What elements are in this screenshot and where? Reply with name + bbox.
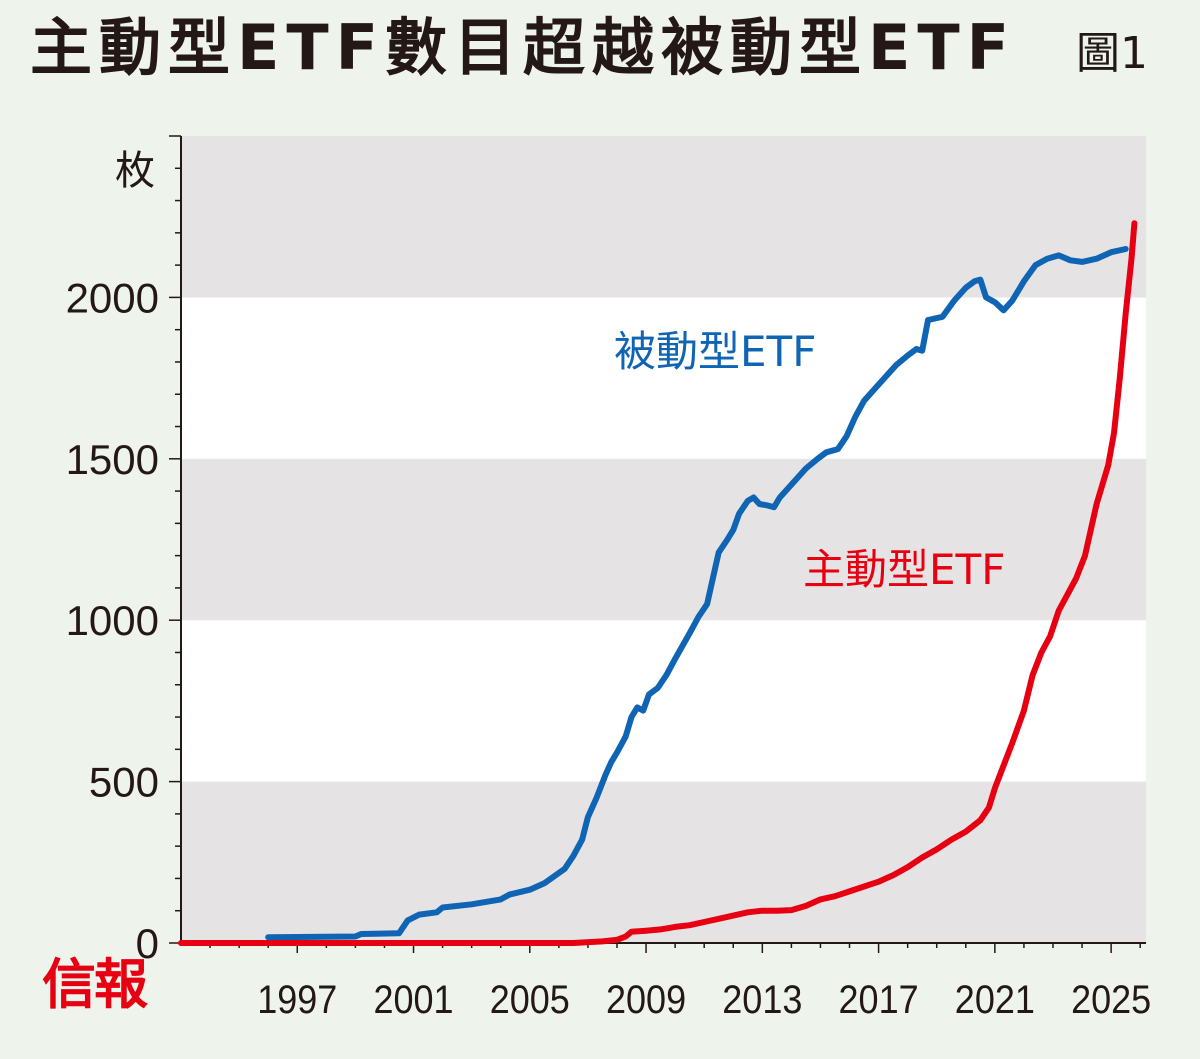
series-label-active-etf: 主動型ETF bbox=[803, 545, 1005, 594]
y-tick-label: 2000 bbox=[66, 274, 159, 321]
y-tick-label: 0 bbox=[136, 920, 159, 967]
plot-band bbox=[181, 458, 1146, 621]
plot-band bbox=[181, 297, 1146, 459]
y-tick-label: 1500 bbox=[66, 436, 159, 483]
x-tick-label: 2013 bbox=[722, 978, 802, 1022]
y-axis-unit-label: 枚 bbox=[115, 149, 155, 193]
y-tick-label: 500 bbox=[89, 759, 159, 806]
x-tick-label: 2009 bbox=[606, 978, 686, 1022]
x-tick-label: 2025 bbox=[1071, 978, 1151, 1022]
y-axis-ticks: 0 500 1000 1500 2000 bbox=[66, 135, 181, 967]
x-tick-label: 2021 bbox=[955, 978, 1035, 1022]
plot-band bbox=[181, 781, 1146, 943]
x-tick-label: 2001 bbox=[373, 978, 453, 1022]
publisher-logo: 信報 bbox=[42, 952, 148, 1016]
plot-band bbox=[181, 136, 1146, 298]
chart-title: 主動型ETF數目超越被動型ETF bbox=[30, 11, 1016, 84]
x-tick-label: 1997 bbox=[257, 978, 337, 1022]
series-label-passive-etf: 被動型ETF bbox=[614, 327, 816, 376]
plot-band bbox=[181, 620, 1146, 782]
figure-label: 圖1 bbox=[1076, 28, 1148, 79]
series-line-passive-etf bbox=[265, 246, 1129, 941]
series-line-active-etf bbox=[178, 220, 1138, 946]
series-lines bbox=[178, 220, 1138, 946]
x-tick-label: 2005 bbox=[490, 978, 570, 1022]
x-axis-ticks: 1997 2001 2005 2009 2013 2017 2021 2025 bbox=[209, 943, 1151, 1022]
x-tick-label: 2017 bbox=[839, 978, 919, 1022]
plot-background-bands bbox=[181, 136, 1146, 943]
y-tick-label: 1000 bbox=[66, 597, 159, 644]
